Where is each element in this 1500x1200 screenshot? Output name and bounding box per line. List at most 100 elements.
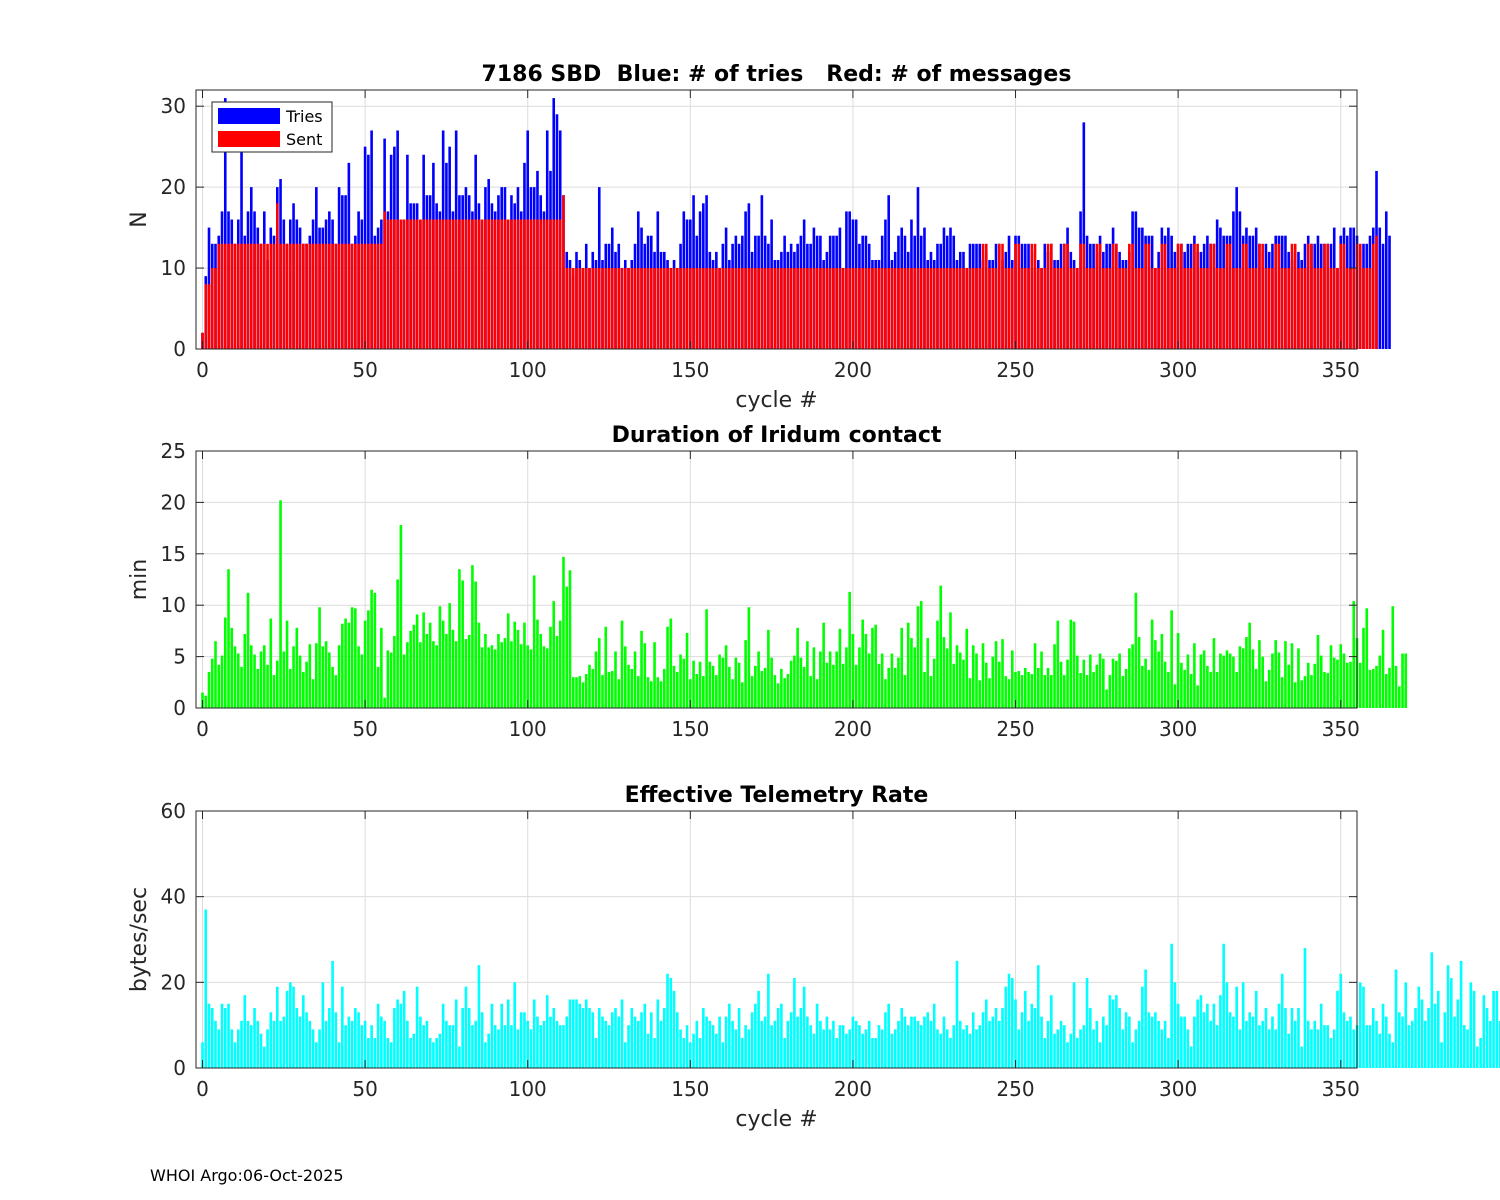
- bar-rate-cycle-290: [1144, 969, 1147, 1068]
- bar-sent-cycle-213: [893, 268, 897, 349]
- bar-sent-cycle-75: [445, 219, 448, 349]
- bar-rate-cycle-132: [630, 1008, 634, 1068]
- bar-rate-cycle-117: [581, 1008, 585, 1068]
- bar-rate-cycle-289: [1141, 986, 1144, 1068]
- bar-sent-cycle-236: [968, 268, 972, 349]
- bar-duration-cycle-262: [1053, 644, 1056, 708]
- bar-rate-cycle-68: [422, 1025, 425, 1068]
- bar-rate-cycle-282: [1118, 1008, 1121, 1068]
- bar-duration-cycle-247: [1004, 676, 1008, 708]
- bar-rate-cycle-9: [230, 1029, 234, 1068]
- bar-rate-cycle-327: [1264, 1008, 1268, 1068]
- bar-duration-cycle-114: [571, 677, 575, 708]
- bar-duration-cycle-347: [1329, 645, 1333, 708]
- bar-sent-cycle-225: [932, 268, 936, 349]
- bar-duration-cycle-254: [1027, 672, 1030, 708]
- bar-duration-cycle-226: [936, 620, 939, 708]
- bar-rate-cycle-284: [1124, 1012, 1128, 1068]
- bar-rate-cycle-177: [776, 1008, 780, 1068]
- bar-duration-cycle-4: [214, 641, 217, 708]
- bar-sent-cycle-209: [880, 268, 884, 349]
- iridium-duration-panel: 0 50 100 150 200 250 300 350 0 5 10 15 20 25 Duration …: [127, 423, 1408, 741]
- bar-sent-cycle-223: [926, 268, 930, 349]
- bar-rate-cycle-152: [695, 1020, 699, 1068]
- bar-sent-cycle-347: [1329, 268, 1333, 349]
- bar-sent-cycle-314: [1222, 268, 1225, 349]
- bar-duration-cycle-122: [597, 638, 601, 708]
- bar-sent-cycle-98: [519, 219, 523, 349]
- x-tick-label: 250: [996, 717, 1034, 741]
- bar-rate-cycle-386: [1456, 999, 1460, 1068]
- bar-rate-cycle-75: [445, 1020, 448, 1068]
- bar-sent-cycle-62: [402, 219, 406, 349]
- bar-rate-cycle-4: [214, 1020, 217, 1068]
- bar-rate-cycle-370: [1404, 982, 1408, 1068]
- bar-rate-cycle-210: [884, 1012, 887, 1068]
- bar-rate-cycle-70: [428, 1038, 432, 1068]
- bar-duration-cycle-314: [1222, 655, 1225, 708]
- bar-duration-cycle-206: [871, 627, 874, 708]
- bar-rate-cycle-22: [272, 1020, 276, 1068]
- bar-sent-cycle-208: [877, 268, 881, 349]
- bar-rate-cycle-263: [1056, 1029, 1060, 1068]
- bar-sent-cycle-295: [1160, 243, 1164, 349]
- axes-box: [195, 810, 1358, 1069]
- bar-rate-cycle-393: [1479, 1038, 1482, 1068]
- bar-rate-cycle-5: [217, 1029, 221, 1068]
- bar-rate-cycle-332: [1280, 973, 1284, 1068]
- bar-sent-cycle-133: [633, 268, 637, 349]
- bar-rate-cycle-229: [945, 1029, 949, 1068]
- bar-rate-cycle-90: [493, 1025, 497, 1068]
- bar-duration-cycle-150: [689, 679, 692, 708]
- bar-rate-cycle-140: [656, 999, 660, 1068]
- bar-sent-cycle-232: [955, 268, 959, 349]
- bar-sent-cycle-163: [731, 268, 734, 349]
- bar-duration-cycle-370: [1404, 653, 1408, 708]
- bar-duration-cycle-61: [399, 525, 403, 708]
- bar-sent-cycle-350: [1339, 243, 1343, 349]
- bar-duration-cycle-279: [1108, 675, 1112, 708]
- bar-duration-cycle-309: [1206, 665, 1209, 708]
- bar-duration-cycle-288: [1137, 637, 1141, 708]
- bar-duration-cycle-214: [897, 657, 900, 708]
- bar-sent-cycle-324: [1254, 268, 1258, 349]
- bar-rate-cycle-212: [890, 1033, 894, 1068]
- bar-duration-cycle-329: [1271, 653, 1274, 708]
- bar-rate-cycle-250: [1014, 999, 1017, 1068]
- bar-rate-cycle-375: [1420, 999, 1424, 1068]
- bar-rate-cycle-112: [565, 1016, 569, 1068]
- bar-sent-cycle-308: [1202, 268, 1206, 349]
- bar-duration-cycle-187: [809, 676, 812, 708]
- bar-sent-cycle-154: [702, 268, 705, 349]
- bar-duration-cycle-95: [510, 641, 513, 708]
- bar-duration-cycle-280: [1111, 658, 1115, 708]
- bar-duration-cycle-174: [767, 629, 770, 708]
- bar-rate-cycle-7: [223, 1008, 227, 1068]
- bar-sent-cycle-273: [1089, 268, 1092, 349]
- bar-rate-cycle-380: [1437, 990, 1440, 1068]
- bar-rate-cycle-291: [1147, 1012, 1151, 1068]
- bar-sent-cycle-176: [773, 268, 777, 349]
- bar-duration-cycle-357: [1362, 627, 1365, 708]
- x-tick-label: 200: [834, 358, 872, 382]
- bar-sent-cycle-329: [1271, 268, 1274, 349]
- bar-sent-cycle-121: [594, 268, 598, 349]
- bar-sent-cycle-97: [516, 219, 520, 349]
- bar-sent-cycle-261: [1050, 243, 1053, 349]
- bar-sent-cycle-93: [503, 219, 507, 349]
- bar-sent-cycle-246: [1001, 243, 1004, 349]
- bar-rate-cycle-194: [832, 1020, 835, 1068]
- bar-rate-cycle-89: [490, 1003, 494, 1068]
- bar-rate-cycle-113: [568, 999, 572, 1068]
- bar-rate-cycle-202: [858, 1025, 861, 1068]
- bar-rate-cycle-339: [1303, 948, 1307, 1068]
- bar-duration-cycle-236: [968, 678, 972, 708]
- bar-sent-cycle-229: [945, 268, 949, 349]
- bar-rate-cycle-3: [210, 1008, 214, 1068]
- bar-rate-cycle-13: [243, 995, 247, 1068]
- bar-duration-cycle-87: [484, 633, 487, 708]
- bar-rate-cycle-309: [1206, 1003, 1209, 1068]
- bar-sent-cycle-230: [949, 268, 952, 349]
- bar-rate-cycle-238: [975, 1029, 978, 1068]
- bar-rate-cycle-103: [536, 1016, 539, 1068]
